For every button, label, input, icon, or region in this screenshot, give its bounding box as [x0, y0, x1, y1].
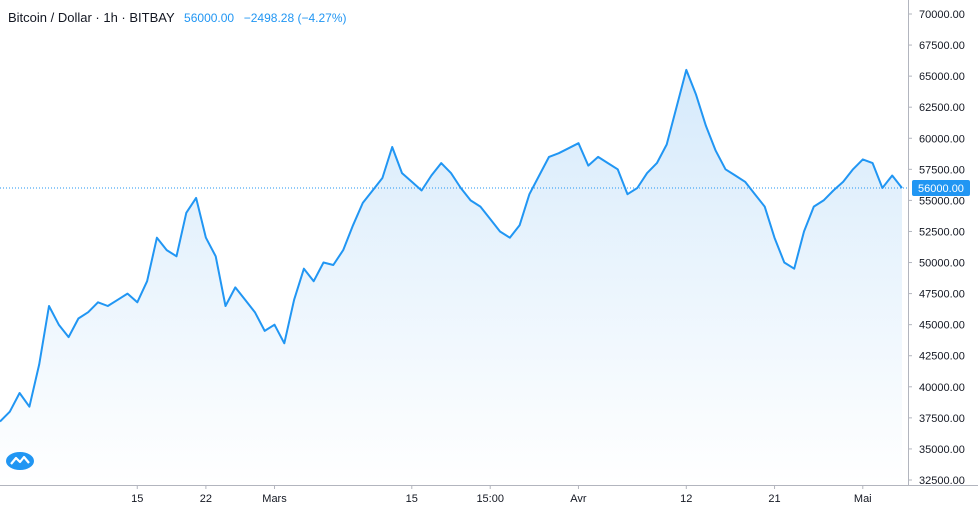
price-change-value: −2498.28 (−4.27%)	[243, 11, 347, 25]
x-tick-label: 15:00	[476, 493, 504, 505]
y-tick-label: 62500.00	[919, 102, 965, 114]
y-tick-label: 32500.00	[919, 475, 965, 487]
y-tick-label: 70000.00	[919, 9, 965, 21]
y-tick-label: 45000.00	[919, 320, 965, 332]
y-tick-label: 37500.00	[919, 413, 965, 425]
y-tick-label: 52500.00	[919, 226, 965, 238]
y-tick-label: 55000.00	[919, 195, 965, 207]
y-tick-label: 57500.00	[919, 164, 965, 176]
y-tick-label: 35000.00	[919, 444, 965, 456]
price-area-fill	[0, 69, 902, 486]
plot-area	[0, 68, 908, 486]
x-tick-label: 15	[131, 493, 143, 505]
symbol-title: Bitcoin / Dollar · 1h · BITBAY	[8, 10, 175, 25]
x-tick-label: Mars	[262, 493, 287, 505]
y-tick-label: 40000.00	[919, 382, 965, 394]
x-tick-label: Mai	[854, 493, 872, 505]
x-tick-label: 22	[200, 493, 212, 505]
y-tick-label: 65000.00	[919, 71, 965, 83]
y-tick-label: 42500.00	[919, 351, 965, 363]
tradingview-logo-icon[interactable]	[5, 451, 35, 471]
last-price-tag	[912, 179, 970, 196]
last-price-tag-label: 56000.00	[918, 183, 964, 195]
last-price-value: 56000.00	[184, 11, 235, 25]
x-tick-label: 21	[768, 493, 780, 505]
y-tick-label: 50000.00	[919, 258, 965, 270]
y-tick-label: 47500.00	[919, 289, 965, 301]
x-tick-label: 12	[680, 493, 692, 505]
chart-legend: Bitcoin / Dollar · 1h · BITBAY 56000.00 …	[8, 10, 346, 25]
x-tick-label: 15	[406, 493, 418, 505]
y-tick-label: 67500.00	[919, 40, 965, 52]
x-tick-label: Avr	[570, 493, 587, 505]
y-tick-label: 60000.00	[919, 133, 965, 145]
